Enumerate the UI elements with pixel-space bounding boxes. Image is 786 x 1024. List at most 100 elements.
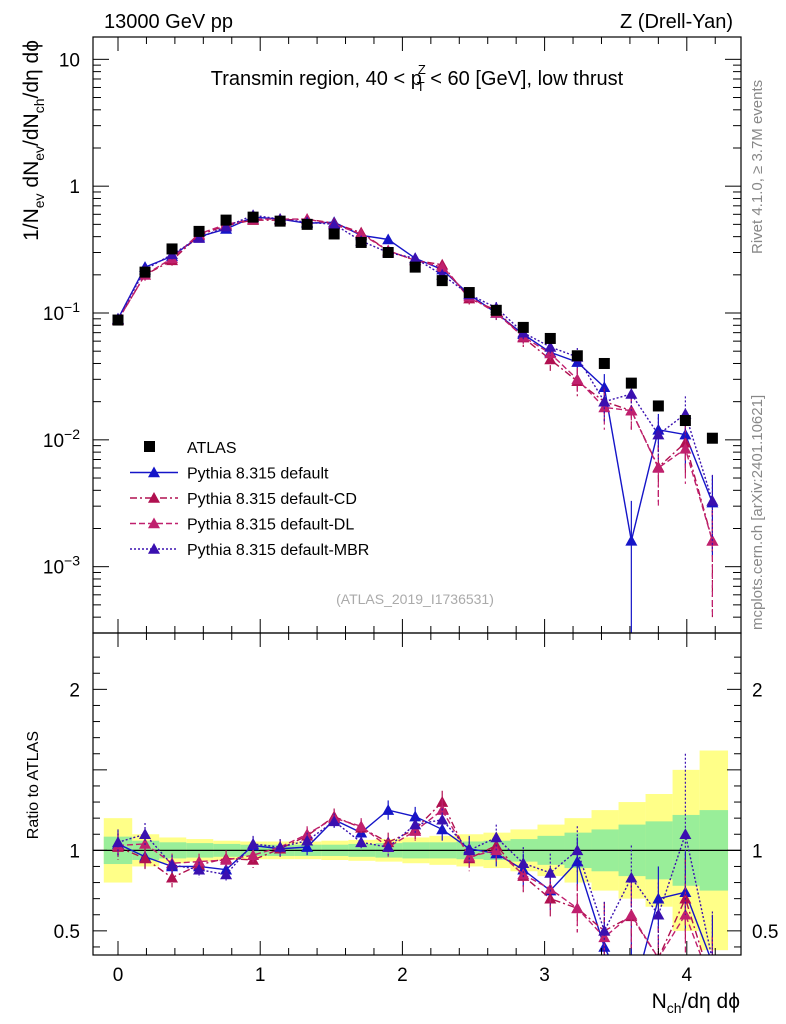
analysis-id: (ATLAS_2019_I1736531) — [336, 591, 494, 607]
y-axis-label-main: 1/Nev dNev/dNch/dη dϕ — [20, 40, 47, 241]
y-tick-label-main: 10−1 — [43, 299, 80, 325]
legend-label: Pythia 8.315 default-MBR — [187, 542, 369, 559]
x-tick-label: 4 — [682, 965, 693, 986]
ratio-marker — [706, 980, 718, 991]
ratio-marker — [328, 815, 341, 827]
ratio-tick-label-left: 1 — [69, 841, 80, 862]
series-marker — [220, 220, 233, 232]
x-axis-label: Nch/dη dϕ — [652, 990, 740, 1016]
data-point — [598, 357, 610, 369]
y-axis-label-ratio: Ratio to ATLAS — [25, 731, 42, 839]
ratio-marker — [544, 866, 557, 878]
data-point — [706, 432, 718, 444]
ratio-marker — [490, 831, 503, 843]
x-tick-label: 1 — [255, 965, 266, 986]
series-marker — [193, 232, 206, 243]
data-point — [328, 228, 340, 240]
data-point — [355, 236, 367, 248]
ratio-marker — [166, 871, 179, 883]
legend-label: Pythia 8.315 default-DL — [187, 517, 354, 534]
ratio-marker — [409, 825, 422, 836]
y-tick-label-main: 10 — [59, 50, 80, 71]
ratio-frame — [92, 632, 742, 956]
ratio-marker — [301, 834, 314, 846]
series-marker — [652, 461, 665, 473]
ratio-marker — [355, 820, 368, 831]
side-label-top: Rivet 4.1.0, ≥ 3.7M events — [749, 80, 766, 254]
ratio-marker — [706, 980, 718, 991]
legend-marker — [148, 517, 160, 529]
series-marker — [679, 442, 692, 454]
data-point — [220, 214, 232, 226]
ratio-marker — [463, 844, 476, 856]
legend-marker — [148, 466, 160, 478]
series-marker — [598, 401, 611, 413]
ratio-marker — [436, 813, 449, 825]
series-marker — [328, 218, 341, 230]
legend-marker — [148, 543, 160, 554]
series-marker — [706, 494, 719, 506]
data-point — [139, 266, 151, 278]
data-point — [625, 377, 637, 389]
series-marker — [652, 428, 665, 440]
ratio-marker — [247, 849, 260, 860]
ratio-marker — [517, 857, 530, 869]
data-point — [463, 287, 475, 299]
ratio-marker — [544, 882, 557, 894]
side-label-bottom: mcplots.cern.ch [arXiv:2401.10621] — [749, 395, 766, 630]
series-marker — [625, 534, 638, 546]
x-tick-label: 0 — [113, 965, 124, 986]
data-point — [652, 400, 664, 412]
legend-label: Pythia 8.315 default — [187, 466, 329, 483]
ratio-tick-label-left: 2 — [69, 680, 80, 701]
ratio-marker — [112, 836, 124, 848]
data-point — [517, 321, 529, 333]
ratio-marker — [382, 841, 395, 852]
series-main-0 — [112, 211, 719, 633]
ratio-marker — [517, 868, 530, 880]
ratio-marker — [652, 908, 665, 920]
series-marker — [355, 227, 368, 239]
ratio-marker — [652, 892, 665, 904]
series-marker — [409, 252, 422, 264]
ratio-marker — [463, 850, 476, 862]
x-tick-label: 3 — [539, 965, 550, 986]
ratio-marker — [193, 863, 206, 875]
legend-marker-data — [144, 441, 155, 452]
ratio-tick-label-right: 0.5 — [752, 922, 778, 943]
y-tick-label-main: 10−3 — [43, 553, 80, 579]
data-point — [679, 415, 691, 427]
data-point — [544, 332, 556, 344]
series-marker — [436, 261, 449, 272]
ratio-tick-label-right: 1 — [752, 841, 763, 862]
ratio-marker — [598, 931, 611, 943]
data-point — [571, 350, 583, 362]
series-ratio-line — [117, 800, 704, 955]
series-marker — [598, 395, 611, 407]
chart-group: 0 1 2 3 4 10−3 10−2 10−1 1 10 0.5 0.5 1 1 2 2 Nch/dη dϕ 1… — [20, 36, 778, 1016]
data-point — [166, 243, 178, 255]
header-left: 13000 GeV pp — [104, 11, 233, 33]
series-marker — [571, 373, 584, 385]
ratio-tick-label-right: 2 — [752, 680, 763, 701]
series-marker — [625, 387, 638, 399]
ratio-marker — [274, 841, 287, 852]
data-point — [193, 225, 205, 237]
data-point — [274, 215, 286, 227]
ratio-marker — [247, 837, 260, 849]
legend-marker — [148, 492, 160, 503]
legend-label: Pythia 8.315 default-CD — [187, 491, 357, 508]
ratio-marker — [706, 957, 718, 968]
data-point — [301, 218, 313, 230]
series-ratio-3 — [112, 753, 714, 955]
ratio-marker — [625, 871, 638, 883]
ratio-marker — [598, 924, 611, 936]
ratio-marker — [571, 844, 584, 856]
data-point — [112, 314, 124, 326]
series-marker — [544, 340, 557, 352]
data-points — [112, 211, 718, 444]
ratio-marker — [220, 854, 233, 865]
ratio-marker — [382, 804, 395, 815]
ratio-marker — [679, 828, 692, 840]
